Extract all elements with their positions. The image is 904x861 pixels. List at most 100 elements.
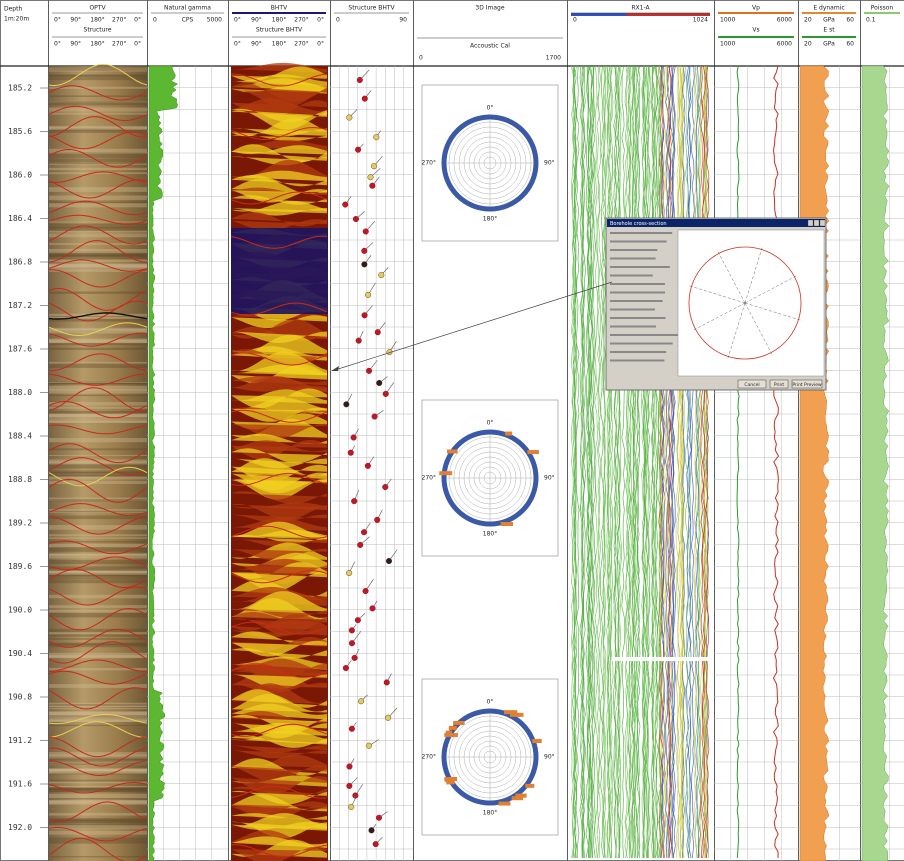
tadpole — [366, 367, 373, 374]
dialog-button[interactable] — [737, 379, 767, 389]
optv-texture — [49, 788, 147, 790]
cross-section-ray — [716, 249, 746, 304]
optv-structure — [48, 747, 148, 767]
scale-label: 270° — [112, 41, 126, 48]
tadpole — [367, 174, 374, 181]
rx-trace — [627, 65, 631, 859]
polar-feature — [504, 710, 518, 715]
dialog-text-line — [610, 359, 665, 362]
bhtv-structure — [230, 126, 328, 140]
rx-trace — [666, 65, 671, 859]
bhtv-texture — [231, 504, 327, 520]
bhtv-texture — [231, 703, 327, 720]
optv-texture — [49, 684, 147, 688]
optv-texture — [49, 572, 147, 578]
rx-trace — [671, 65, 676, 859]
vp-curve — [772, 65, 780, 859]
scale-label: 1000 — [720, 17, 735, 24]
optv-texture — [49, 101, 147, 103]
optv-texture — [49, 819, 147, 823]
dialog-button[interactable] — [769, 379, 789, 389]
depth-label: 191.2 — [8, 736, 32, 745]
rx-trace — [627, 65, 632, 859]
rx-trace — [695, 65, 700, 859]
polar-feature — [515, 793, 527, 798]
scale-label: CPS — [182, 17, 194, 24]
optv-structure — [48, 131, 148, 150]
tadpole — [348, 725, 355, 732]
bhtv-structure — [230, 621, 328, 635]
bhtv-texture — [231, 208, 327, 216]
optv-texture — [49, 152, 147, 154]
optv-texture — [49, 267, 147, 272]
rx-trace — [680, 65, 685, 859]
optv-texture — [49, 707, 147, 710]
optv-texture — [49, 704, 147, 706]
optv-texture — [49, 248, 147, 254]
bhtv-texture — [231, 187, 327, 195]
optv-structure — [48, 503, 148, 516]
optv-texture — [49, 187, 147, 192]
optv-texture — [49, 525, 147, 530]
optv-texture — [49, 259, 147, 263]
tadpole — [361, 247, 368, 254]
optv-texture — [49, 125, 147, 130]
tadpole — [358, 698, 365, 705]
scale-label: 180° — [90, 17, 104, 24]
optv-structure — [48, 801, 148, 823]
optv-texture — [49, 817, 147, 821]
rx-trace — [581, 65, 586, 859]
scale-label: 0° — [134, 17, 141, 24]
header — [0, 0, 904, 66]
optv-texture — [49, 497, 147, 502]
polar-label: 270° — [422, 475, 436, 482]
optv-texture — [49, 638, 147, 640]
optv-texture — [49, 448, 147, 451]
bhtv-texture — [231, 110, 327, 130]
optv-texture — [49, 609, 147, 613]
pointer-line — [334, 281, 613, 371]
track-title: 3D Image — [475, 5, 504, 12]
optv-texture — [49, 760, 147, 763]
rx-trace — [573, 65, 578, 859]
optv-texture — [49, 763, 147, 766]
rx-trace — [705, 65, 710, 859]
polar-feature — [439, 471, 453, 476]
dialog-plot — [677, 229, 825, 377]
rx-trace — [681, 65, 686, 859]
depth-label: 188.4 — [8, 432, 32, 441]
dialog-button[interactable] — [791, 379, 823, 389]
bhtv-texture — [231, 821, 327, 839]
cross-section-ray — [744, 245, 763, 304]
polar-feature — [444, 733, 458, 738]
rx-trace — [694, 65, 699, 859]
tadpole — [348, 640, 355, 647]
optv-texture — [49, 338, 147, 344]
polar-label: 0° — [487, 105, 494, 112]
rx-trace — [676, 65, 681, 859]
scale-label: 90° — [251, 17, 262, 24]
rx-trace — [675, 65, 680, 859]
tadpole — [342, 201, 349, 208]
optv-texture — [49, 724, 147, 727]
optv-texture — [49, 330, 147, 334]
optv-structure — [48, 608, 148, 631]
optv-texture — [49, 785, 147, 788]
depth-label: 191.6 — [8, 780, 32, 789]
polar-feature — [448, 725, 457, 730]
optv-structure — [48, 659, 147, 672]
optv-structure — [48, 641, 148, 664]
rx-trace — [575, 65, 580, 859]
depth-label: 185.2 — [8, 84, 32, 93]
bhtv-texture — [231, 750, 327, 759]
bhtv-texture — [231, 565, 327, 584]
optv-texture — [49, 243, 147, 245]
optv-structure — [48, 457, 148, 476]
tadpole — [364, 462, 371, 469]
dialog[interactable]: Borehole cross-section Cancel Print Print P… — [605, 217, 827, 391]
optv-texture — [49, 509, 147, 514]
scale-label: 180° — [272, 41, 286, 48]
optv-structure — [48, 443, 148, 464]
tadpole — [383, 679, 390, 686]
rx-trace — [665, 65, 669, 859]
